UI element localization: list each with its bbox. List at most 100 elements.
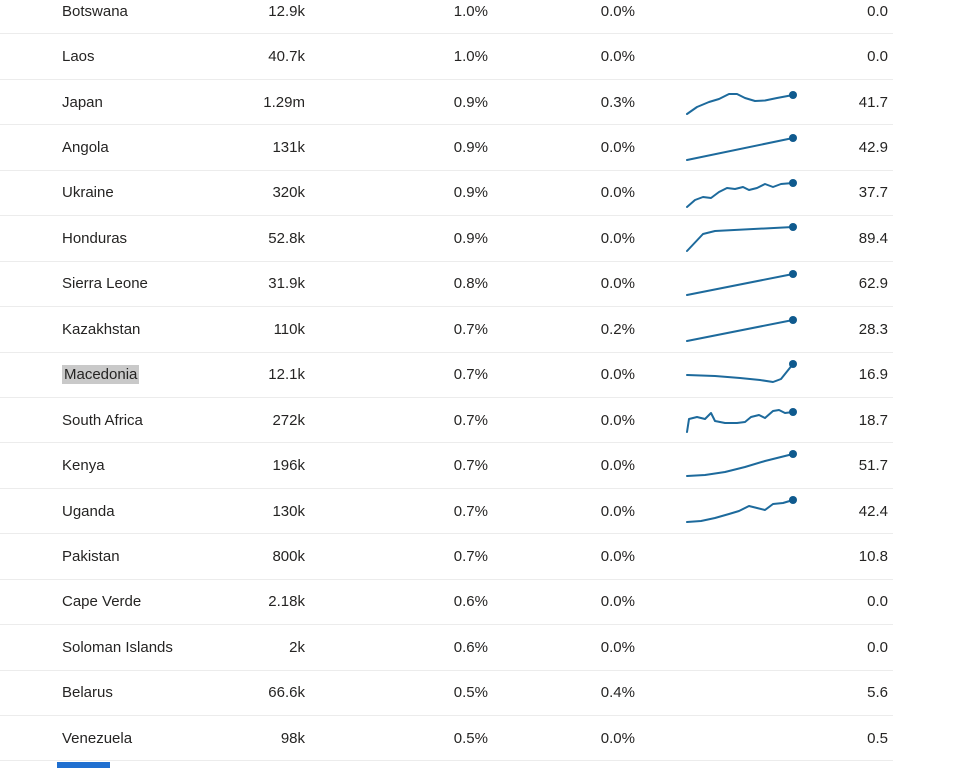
sparkline-chart xyxy=(686,269,797,296)
count-cell: 110k xyxy=(273,320,305,338)
count-cell: 2.18k xyxy=(268,593,305,611)
count-cell: 800k xyxy=(272,547,305,565)
sparkline-chart xyxy=(686,133,797,161)
table-row[interactable]: Soloman Islands 2k 0.6% 0.0% 0.0 xyxy=(0,625,893,671)
value-cell: 0.0 xyxy=(867,638,888,656)
country-name-cell: Kazakhstan xyxy=(62,320,141,338)
table-row[interactable]: South Africa 272k 0.7% 0.0% 18.7 xyxy=(0,398,893,444)
value-cell: 62.9 xyxy=(858,275,888,293)
sparkline-chart xyxy=(686,223,797,253)
value-cell: 41.7 xyxy=(858,93,888,111)
trend-sparkline-cell xyxy=(635,721,812,755)
sparkline-chart xyxy=(686,359,797,383)
share2-percent-cell: 0.0% xyxy=(600,729,635,747)
share-percent-cell: 0.7% xyxy=(453,547,488,565)
table-row[interactable]: Cape Verde 2.18k 0.6% 0.0% 0.0 xyxy=(0,580,893,626)
sparkline-endpoint-dot xyxy=(789,223,797,232)
share-percent-cell: 1.0% xyxy=(453,2,488,20)
trend-sparkline-cell xyxy=(635,585,812,619)
count-cell: 320k xyxy=(272,184,305,202)
share2-percent-cell: 0.0% xyxy=(600,547,635,565)
country-name-cell: Macedonia xyxy=(62,365,250,385)
count-cell: 40.7k xyxy=(268,48,305,66)
trend-sparkline-cell xyxy=(635,494,812,528)
trend-sparkline-cell xyxy=(635,539,812,573)
table-row[interactable]: Angola 131k 0.9% 0.0% 42.9 xyxy=(0,125,893,171)
value-cell: 0.0 xyxy=(867,48,888,66)
sparkline-endpoint-dot xyxy=(789,408,797,417)
share2-percent-cell: 0.0% xyxy=(600,184,635,202)
table-row[interactable]: Japan 1.29m 0.9% 0.3% 41.7 xyxy=(0,80,893,126)
count-cell: 1.29m xyxy=(263,93,305,111)
country-name-cell: Sierra Leone xyxy=(62,275,148,293)
table-row[interactable]: Belarus 66.6k 0.5% 0.4% 5.6 xyxy=(0,671,893,716)
value-cell: 18.7 xyxy=(858,411,888,429)
count-cell: 272k xyxy=(272,411,305,429)
country-name-cell: Kenya xyxy=(62,457,105,475)
value-cell: 28.3 xyxy=(858,320,888,338)
share2-percent-cell: 0.3% xyxy=(600,93,635,111)
share2-percent-cell: 0.0% xyxy=(600,593,635,611)
trend-sparkline-cell xyxy=(635,85,812,119)
value-cell: 37.7 xyxy=(858,184,888,202)
share2-percent-cell: 0.0% xyxy=(600,366,635,384)
value-cell: 10.8 xyxy=(858,547,888,565)
horizontal-scrollbar-thumb[interactable] xyxy=(57,762,110,768)
table-row[interactable]: Venezuela 98k 0.5% 0.0% 0.5 xyxy=(0,716,893,762)
country-name-cell: Japan xyxy=(62,93,103,111)
count-cell: 196k xyxy=(272,457,305,475)
share2-percent-cell: 0.0% xyxy=(600,2,635,20)
trend-sparkline-cell xyxy=(635,267,812,301)
share2-percent-cell: 0.0% xyxy=(600,48,635,66)
trend-sparkline-cell xyxy=(635,131,812,165)
share-percent-cell: 1.0% xyxy=(453,48,488,66)
sparkline-chart xyxy=(686,408,797,434)
country-name-cell: Venezuela xyxy=(62,729,133,747)
share2-percent-cell: 0.4% xyxy=(600,684,635,702)
trend-sparkline-cell xyxy=(635,0,812,28)
table-row[interactable]: Ukraine 320k 0.9% 0.0% 37.7 xyxy=(0,171,893,217)
count-cell: 130k xyxy=(272,502,305,520)
sparkline-chart xyxy=(686,178,797,208)
value-cell: 16.9 xyxy=(858,366,888,384)
share-percent-cell: 0.9% xyxy=(453,93,488,111)
share-percent-cell: 0.7% xyxy=(453,320,488,338)
sparkline-endpoint-dot xyxy=(789,178,797,187)
table-row[interactable]: Laos 40.7k 1.0% 0.0% 0.0 xyxy=(0,34,893,80)
share2-percent-cell: 0.0% xyxy=(600,411,635,429)
table-row[interactable]: Macedonia 12.1k 0.7% 0.0% 16.9 xyxy=(0,353,893,398)
count-cell: 98k xyxy=(280,729,305,747)
value-cell: 0.0 xyxy=(867,2,888,20)
count-cell: 131k xyxy=(272,139,305,157)
trend-sparkline-cell xyxy=(635,630,812,664)
share-percent-cell: 0.9% xyxy=(453,139,488,157)
country-name-cell: Soloman Islands xyxy=(62,638,173,656)
table-row[interactable]: Sierra Leone 31.9k 0.8% 0.0% 62.9 xyxy=(0,262,893,308)
country-name-cell: Cape Verde xyxy=(62,593,142,611)
sparkline-chart xyxy=(686,496,797,524)
value-cell: 51.7 xyxy=(858,457,888,475)
share-percent-cell: 0.7% xyxy=(453,457,488,475)
sparkline-chart xyxy=(686,91,797,116)
table-row[interactable]: Botswana 12.9k 1.0% 0.0% 0.0 xyxy=(0,0,893,35)
table-row[interactable]: Pakistan 800k 0.7% 0.0% 10.8 xyxy=(0,534,893,580)
trend-sparkline-cell xyxy=(635,221,812,255)
share-percent-cell: 0.9% xyxy=(453,229,488,247)
share2-percent-cell: 0.0% xyxy=(600,229,635,247)
trend-sparkline-cell xyxy=(635,40,812,74)
value-cell: 0.0 xyxy=(867,593,888,611)
sparkline-endpoint-dot xyxy=(789,269,797,278)
share-percent-cell: 0.7% xyxy=(453,502,488,520)
table-row[interactable]: Honduras 52.8k 0.9% 0.0% 89.4 xyxy=(0,216,893,262)
count-cell: 12.1k xyxy=(268,366,305,384)
share2-percent-cell: 0.0% xyxy=(600,275,635,293)
table-row[interactable]: Kenya 196k 0.7% 0.0% 51.7 xyxy=(0,443,893,489)
share2-percent-cell: 0.2% xyxy=(600,320,635,338)
value-cell: 5.6 xyxy=(867,684,888,702)
share-percent-cell: 0.8% xyxy=(453,275,488,293)
table-row[interactable]: Kazakhstan 110k 0.7% 0.2% 28.3 xyxy=(0,307,893,353)
table-row[interactable]: Uganda 130k 0.7% 0.0% 42.4 xyxy=(0,489,893,535)
selected-text-highlight: Macedonia xyxy=(62,365,140,385)
